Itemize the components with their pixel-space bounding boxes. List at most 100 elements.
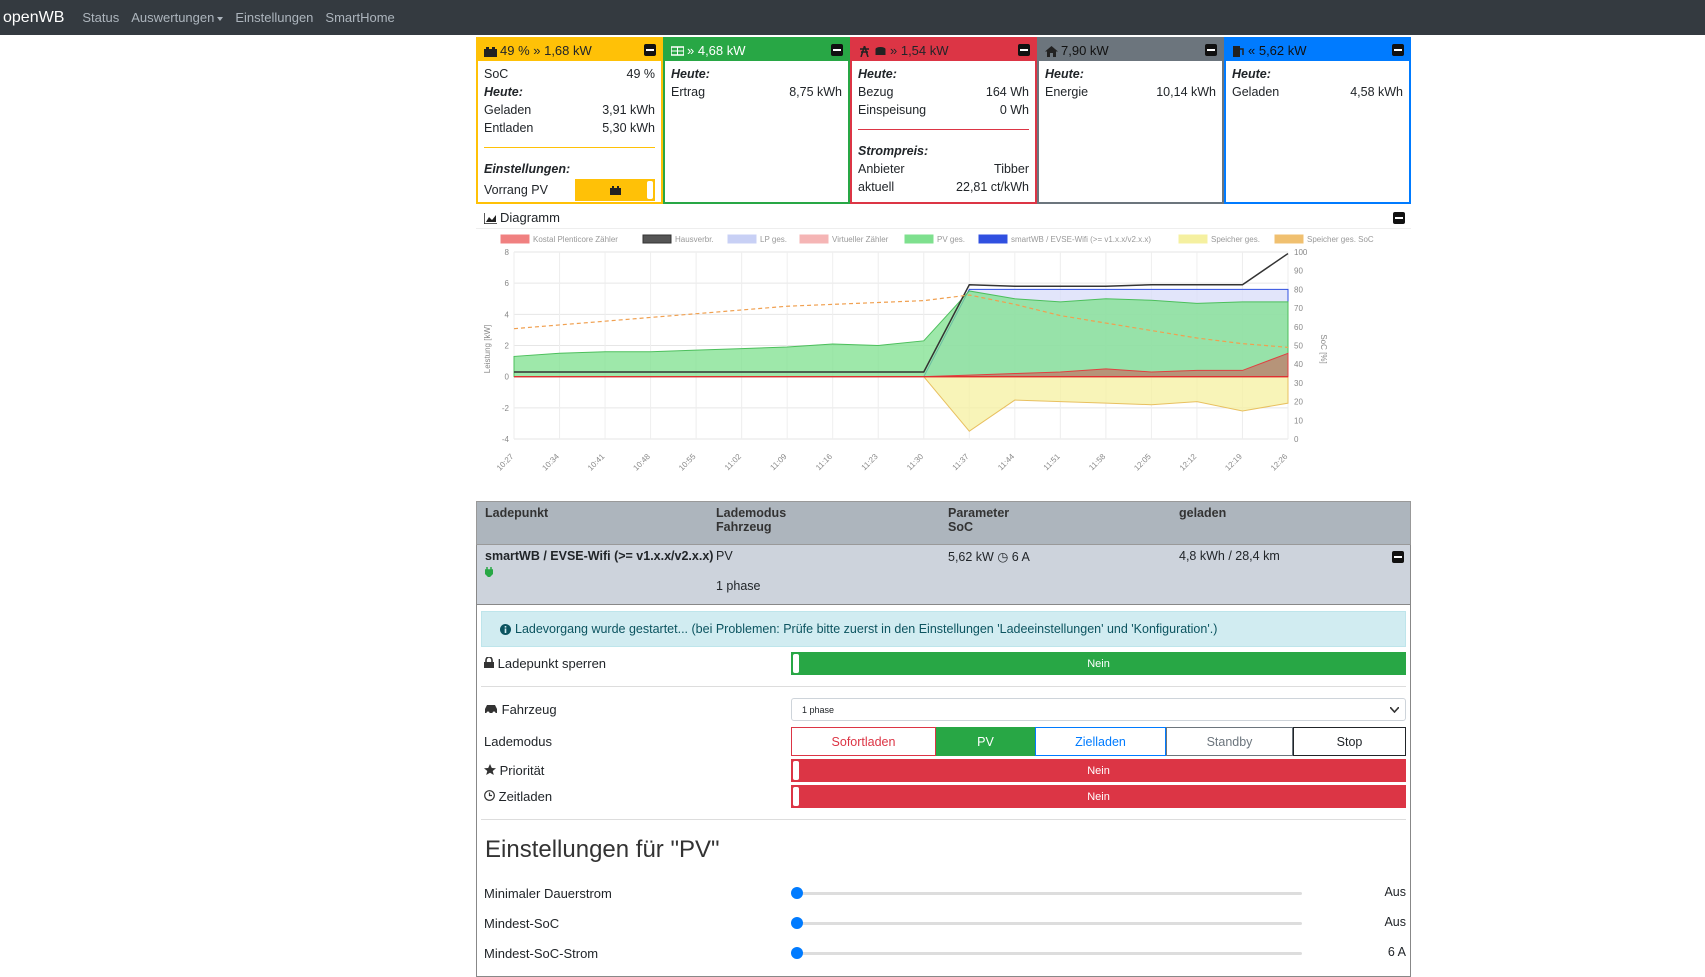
series-pv-area — [513, 290, 1289, 378]
x-tick-label: 11:30 — [905, 452, 925, 472]
min-current-slider[interactable]: Aus — [791, 883, 1406, 903]
current-price-value: 22,81 ct/kWh — [956, 180, 1029, 194]
pv-card: » 4,68 kW Heute: Ertrag 8,75 kWh — [663, 37, 850, 204]
x-tick-label: 11:44 — [996, 452, 1016, 472]
series-house-line — [514, 252, 1289, 373]
legend-swatch — [642, 234, 672, 244]
y2-tick-label: 80 — [1294, 285, 1303, 294]
nav-einstellungen[interactable]: Einstellungen — [235, 10, 314, 25]
chargepoint-detail: Ladevorgang wurde gestartet... (bei Prob… — [476, 605, 1411, 977]
chargepoint-row[interactable]: smartWB / EVSE-Wifi (>= v1.x.x/v2.x.x) P… — [476, 545, 1411, 605]
vehicle-select[interactable]: 1 phase — [791, 698, 1406, 721]
legend-label: smartWB / EVSE-Wifi (>= v1.x.x/v2.x.x) — [1011, 235, 1151, 244]
y2-tick-label: 70 — [1294, 304, 1303, 313]
chevron-down-icon — [1390, 707, 1399, 713]
mode-standby-button[interactable]: Standby — [1166, 727, 1293, 756]
min-soc-slider[interactable]: Aus — [791, 913, 1406, 933]
lock-label-wrap: Ladepunkt sperren — [481, 656, 791, 671]
legend-label: PV ges. — [937, 235, 965, 244]
charged-label: Geladen — [1232, 85, 1280, 99]
home-icon — [1045, 45, 1058, 57]
battery-card-header: 49 % » 1,68 kW — [478, 39, 661, 61]
x-tick-label: 11:09 — [768, 452, 788, 472]
x-tick-label: 11:16 — [814, 452, 834, 472]
y-tick-label: 6 — [505, 279, 510, 288]
lock-toggle[interactable]: Nein — [791, 652, 1406, 675]
series-soc-line — [513, 294, 1289, 348]
collapse-icon[interactable] — [831, 44, 843, 56]
provider-label: Anbieter — [858, 162, 905, 176]
x-tick-label: 10:34 — [540, 452, 561, 473]
slider-thumb[interactable] — [791, 947, 803, 959]
slider-label: Mindest-SoC-Strom — [484, 945, 599, 961]
import-value: 164 Wh — [985, 85, 1029, 99]
discharged-label: Entladen — [484, 121, 534, 135]
priority-pv-label: Vorrang PV — [484, 183, 548, 197]
collapse-icon[interactable] — [1018, 44, 1030, 56]
today-label: Heute: — [1232, 67, 1271, 81]
info-alert: Ladevorgang wurde gestartet... (bei Prob… — [481, 611, 1406, 647]
nav-auswertungen[interactable]: Auswertungen — [131, 10, 223, 25]
charged-value: 4,58 kWh — [1350, 85, 1403, 99]
divider — [484, 147, 655, 148]
min-soc-current-slider[interactable]: 6 A — [791, 943, 1406, 963]
slider-thumb[interactable] — [791, 887, 803, 899]
priority-toggle[interactable]: Nein — [791, 759, 1406, 782]
header-lademodus: Lademodus Fahrzeug — [716, 506, 948, 540]
collapse-icon[interactable] — [644, 44, 656, 56]
export-label: Einspeisung — [858, 103, 927, 117]
y2-tick-label: 40 — [1294, 360, 1303, 369]
legend-swatch — [727, 234, 757, 244]
battery-icon — [609, 185, 621, 195]
y2-tick-label: 20 — [1294, 398, 1303, 407]
brand[interactable]: openWB — [3, 8, 65, 26]
x-tick-label: 11:58 — [1087, 452, 1107, 472]
slider-label: Minimaler Dauerstrom — [484, 885, 612, 901]
lock-label: Ladepunkt sperren — [497, 656, 607, 671]
x-tick-label: 10:48 — [631, 452, 652, 473]
legend-swatch — [904, 234, 934, 244]
collapse-icon[interactable] — [1393, 212, 1405, 224]
yield-label: Ertrag — [671, 85, 706, 99]
mode-sofortladen-button[interactable]: Sofortladen — [791, 727, 936, 756]
mode-zielladen-button[interactable]: Zielladen — [1035, 727, 1166, 756]
diagram-title: Diagramm — [500, 210, 560, 225]
charging-station-icon — [1232, 45, 1245, 57]
power-chart-svg: Kostal Plenticore Zähler Hausverbr. LP ges… — [483, 234, 1374, 473]
legend-label: LP ges. — [760, 235, 787, 244]
mode-stop-button[interactable]: Stop — [1293, 727, 1406, 756]
today-label: Heute: — [671, 67, 710, 81]
legend-swatch — [1178, 234, 1208, 244]
top-navbar: openWB Status Auswertungen Einstellungen… — [0, 0, 1705, 35]
x-tick-label: 11:23 — [860, 452, 880, 472]
timer-toggle[interactable]: Nein — [791, 785, 1406, 808]
collapse-icon[interactable] — [1205, 44, 1217, 56]
status-cards: 49 % » 1,68 kW SoC 49 % Heute: Geladen 3,9… — [476, 37, 1411, 204]
export-value: 0 Wh — [999, 103, 1029, 117]
y2-tick-label: 60 — [1294, 323, 1303, 332]
chargepoint-param: 5,62 kW ◷ 6 A — [948, 550, 1030, 564]
slider-value: Aus — [1384, 915, 1406, 929]
pv-settings-title: Einstellungen für "PV" — [485, 836, 720, 863]
nav-status[interactable]: Status — [82, 10, 120, 25]
slider-thumb[interactable] — [791, 917, 803, 929]
charge-card-title: « 5,62 kW — [1248, 42, 1307, 58]
x-tick-label: 10:27 — [495, 452, 516, 473]
y2-tick-label: 100 — [1294, 248, 1308, 257]
priority-pv-toggle[interactable] — [575, 179, 655, 201]
power-tower-icon — [858, 45, 871, 57]
timer-value: Nein — [1087, 790, 1110, 803]
collapse-icon[interactable] — [1392, 551, 1404, 563]
current-price-label: aktuell — [858, 180, 895, 194]
mode-pv-button[interactable]: PV — [936, 727, 1035, 756]
header-lademodus-label: Lademodus — [716, 506, 787, 520]
alert-text: Ladevorgang wurde gestartet... (bei Prob… — [515, 622, 1218, 636]
toggle-knob — [647, 181, 653, 199]
discharged-value: 5,30 kWh — [602, 121, 655, 135]
nav-smarthome[interactable]: SmartHome — [325, 10, 395, 25]
legend-label: Kostal Plenticore Zähler — [533, 235, 618, 244]
house-card-title: 7,90 kW — [1061, 42, 1109, 58]
collapse-icon[interactable] — [1392, 44, 1404, 56]
main-content: 49 % » 1,68 kW SoC 49 % Heute: Geladen 3,9… — [476, 37, 1411, 977]
legend-swatch — [799, 234, 829, 244]
